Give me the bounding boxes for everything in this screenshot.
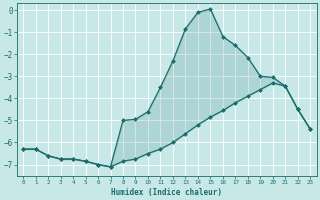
X-axis label: Humidex (Indice chaleur): Humidex (Indice chaleur) [111, 188, 222, 197]
